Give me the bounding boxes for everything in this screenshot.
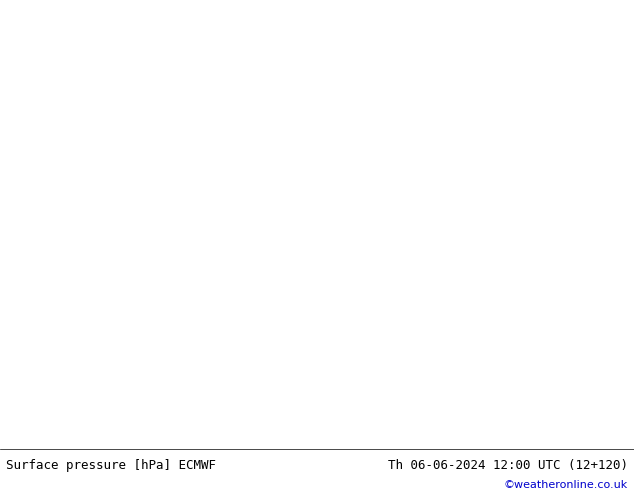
Text: Surface pressure [hPa] ECMWF: Surface pressure [hPa] ECMWF [6, 459, 216, 472]
Text: Th 06-06-2024 12:00 UTC (12+120): Th 06-06-2024 12:00 UTC (12+120) [387, 459, 628, 472]
Text: ©weatheronline.co.uk: ©weatheronline.co.uk [503, 480, 628, 490]
